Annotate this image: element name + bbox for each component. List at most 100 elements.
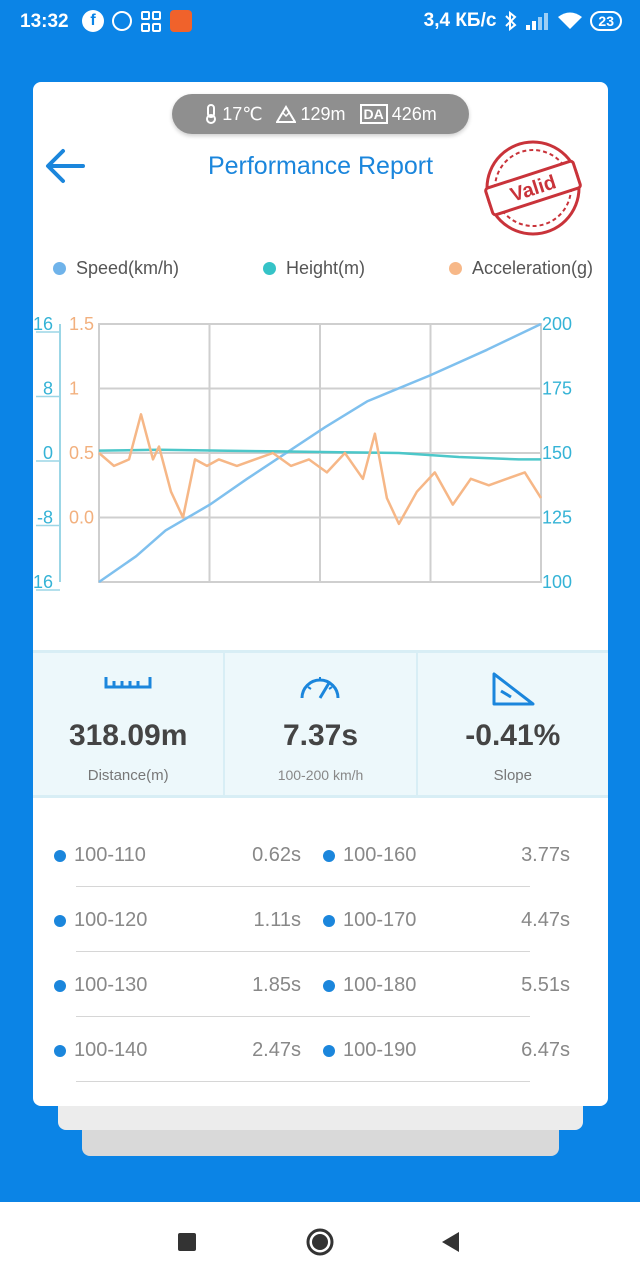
app-icon: [170, 10, 192, 32]
ruler-icon: [104, 677, 152, 689]
home-button[interactable]: [304, 1226, 336, 1258]
valid-stamp: Valid: [484, 140, 582, 236]
split-row: 100-130 1.85s 100-180 5.51s: [33, 952, 608, 1017]
series-line-speedkmh: [98, 322, 542, 584]
series-line-heightm: [98, 448, 541, 461]
time-value: 7.37s: [282, 719, 359, 752]
left-inner-tick-label: 0.5: [69, 443, 94, 463]
square-icon: [178, 1233, 196, 1251]
bullet: [54, 914, 66, 927]
temperature: 17℃: [204, 104, 262, 125]
split-time: 1.11s: [253, 909, 301, 931]
back-button[interactable]: [434, 1226, 466, 1258]
bullet: [323, 979, 335, 992]
density-altitude-value: 426m: [391, 103, 437, 124]
speedometer-icon: [300, 677, 340, 699]
recents-button[interactable]: [171, 1226, 203, 1258]
series-line-accelerationg: [98, 413, 543, 526]
left-outer-tick-label: 16: [33, 314, 53, 334]
time-label: 100-200 km/h: [277, 767, 364, 783]
chart-legend: Speed(km/h) Height(m) Acceleration(g): [53, 258, 593, 279]
page-title: Performance Report: [207, 152, 434, 180]
legend-height-label: Height(m): [285, 258, 365, 278]
split-time: 2.47s: [252, 1039, 301, 1061]
battery-indicator: 23: [590, 11, 622, 31]
stat-slope: -0.41% Slope: [418, 653, 608, 795]
slope-label: Slope: [493, 767, 532, 784]
divider: [76, 1016, 530, 1017]
status-bar: 13:32 f 3,4 КБ/с 23: [0, 0, 640, 44]
temperature-value: 17℃: [222, 103, 263, 124]
performance-chart: 16 8 0 -8 -16 1.5 1 0.5 0.0 200 175 150 125 100: [33, 314, 572, 592]
legend-dot: [262, 262, 276, 275]
card-stack-back: [82, 1126, 559, 1156]
altitude: 129m: [276, 103, 346, 125]
report-card: 17℃ 129m DA 426m Performance Report Vali…: [33, 82, 608, 1106]
right-tick-label: 150: [542, 443, 572, 463]
notification-icons: f: [82, 10, 192, 32]
split-right: 100-160: [323, 844, 416, 867]
split-range: 100-140: [74, 1039, 148, 1061]
split-time: 6.47s: [521, 1039, 570, 1061]
density-altitude: DA 426m: [359, 103, 437, 125]
bullet: [323, 849, 335, 862]
split-right: 100-170: [323, 909, 416, 932]
thermometer-icon: [206, 104, 217, 124]
split-row: 100-140 2.47s 100-190 6.47s: [33, 1017, 608, 1082]
split-left: 100-120: [54, 909, 147, 932]
split-range: 100-190: [343, 1039, 417, 1061]
right-tick-label: 200: [542, 314, 572, 334]
left-inner-tick-label: 1: [69, 379, 79, 399]
left-outer-tick-label: -16: [33, 572, 53, 592]
mountain-icon: [276, 105, 297, 123]
split-range: 100-110: [74, 844, 146, 866]
status-right: 3,4 КБ/с 23: [424, 10, 622, 32]
bullet: [54, 849, 66, 862]
back-arrow-icon[interactable]: [43, 146, 87, 186]
split-right: 100-180: [323, 974, 416, 997]
da-icon: DA: [359, 104, 388, 124]
nav-bar: [0, 1202, 640, 1280]
split-row: 100-110 0.62s 100-160 3.77s: [33, 822, 608, 887]
divider: [76, 951, 530, 952]
chat-icon: [112, 11, 132, 31]
right-tick-label: 100: [542, 572, 572, 592]
environment-pill: 17℃ 129m DA 426m: [172, 94, 469, 134]
legend-height: Height(m): [262, 258, 365, 279]
left-outer-tick-label: -8: [37, 508, 53, 528]
split-time: 3.77s: [521, 844, 570, 866]
left-inner-tick-label: 0.0: [69, 508, 94, 528]
split-time: 0.62s: [252, 844, 301, 866]
legend-dot: [53, 262, 66, 275]
split-range: 100-180: [343, 974, 417, 996]
left-outer-tick-label: 8: [43, 379, 53, 399]
stats-panel: 318.09m Distance(m) 7.37s 100-200 km/h -…: [33, 650, 608, 798]
triangle-back-icon: [442, 1232, 459, 1252]
split-time: 5.51s: [521, 974, 570, 996]
right-tick-label: 175: [542, 379, 572, 399]
legend-acceleration: Acceleration(g): [448, 258, 593, 279]
bluetooth-icon: [505, 11, 517, 31]
bullet: [323, 1044, 335, 1057]
split-row: 100-120 1.11s 100-170 4.47s: [33, 887, 608, 952]
stat-time: 7.37s 100-200 km/h: [225, 653, 418, 795]
slope-icon: [492, 672, 535, 706]
divider: [76, 1081, 530, 1082]
bullet: [54, 1044, 66, 1057]
signal-icon: [526, 13, 549, 30]
split-range: 100-130: [74, 974, 148, 996]
legend-speed-label: Speed(km/h): [76, 258, 180, 278]
wifi-icon: [558, 12, 583, 29]
circle-icon: [306, 1228, 334, 1256]
bullet: [323, 914, 335, 927]
stat-distance: 318.09m Distance(m): [33, 653, 226, 795]
divider: [76, 886, 530, 887]
legend-acceleration-label: Acceleration(g): [471, 258, 593, 278]
split-time: 4.47s: [521, 909, 570, 931]
legend-dot: [448, 262, 462, 275]
altitude-value: 129m: [300, 103, 346, 124]
split-range: 100-170: [343, 909, 417, 931]
right-tick-label: 125: [542, 508, 572, 528]
facebook-icon: f: [82, 10, 104, 32]
left-outer-tick-label: 0: [43, 443, 53, 463]
